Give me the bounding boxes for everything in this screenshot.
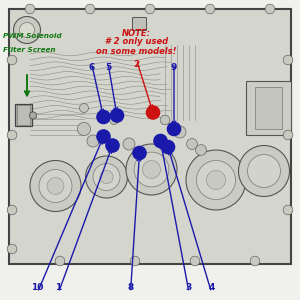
Circle shape — [196, 160, 236, 200]
Circle shape — [283, 130, 293, 140]
Text: 6: 6 — [88, 63, 94, 72]
Circle shape — [80, 103, 88, 112]
Circle shape — [123, 138, 135, 150]
Circle shape — [134, 152, 169, 187]
Circle shape — [250, 256, 260, 266]
Circle shape — [174, 126, 186, 138]
Text: on some models!: on some models! — [96, 46, 177, 56]
Text: PWM Solenoid: PWM Solenoid — [3, 32, 61, 38]
Text: Filter Screen: Filter Screen — [3, 47, 56, 53]
Text: 10: 10 — [31, 284, 44, 292]
FancyBboxPatch shape — [132, 16, 146, 30]
Circle shape — [97, 110, 110, 124]
Circle shape — [110, 109, 124, 122]
Circle shape — [97, 130, 110, 143]
FancyBboxPatch shape — [15, 103, 31, 126]
FancyBboxPatch shape — [16, 105, 30, 124]
Text: 5: 5 — [105, 63, 111, 72]
Text: NOTE:: NOTE: — [122, 28, 151, 38]
FancyBboxPatch shape — [9, 9, 291, 264]
Text: 1: 1 — [56, 284, 62, 292]
Circle shape — [87, 135, 99, 147]
Circle shape — [283, 55, 293, 65]
Circle shape — [7, 55, 17, 65]
Circle shape — [154, 134, 167, 148]
Text: 8: 8 — [128, 284, 134, 292]
Circle shape — [238, 146, 290, 196]
Circle shape — [205, 4, 215, 14]
Circle shape — [77, 122, 91, 136]
Circle shape — [160, 115, 170, 125]
Circle shape — [110, 116, 118, 124]
Circle shape — [146, 106, 160, 119]
Circle shape — [145, 4, 155, 14]
Circle shape — [25, 4, 35, 14]
Circle shape — [20, 22, 34, 38]
Circle shape — [85, 4, 95, 14]
FancyBboxPatch shape — [246, 81, 291, 135]
Circle shape — [196, 145, 206, 155]
Circle shape — [126, 144, 177, 195]
Text: 2: 2 — [134, 60, 140, 69]
Circle shape — [7, 205, 17, 215]
Circle shape — [7, 244, 17, 254]
Circle shape — [39, 169, 72, 202]
Circle shape — [85, 156, 128, 198]
Circle shape — [55, 256, 65, 266]
Circle shape — [106, 139, 119, 152]
Circle shape — [30, 160, 81, 211]
FancyBboxPatch shape — [255, 87, 282, 129]
Circle shape — [130, 256, 140, 266]
Circle shape — [283, 205, 293, 215]
Circle shape — [265, 4, 275, 14]
Circle shape — [29, 112, 37, 119]
Text: 3: 3 — [186, 284, 192, 292]
Circle shape — [161, 140, 175, 154]
Circle shape — [186, 150, 246, 210]
Text: # 2 only used: # 2 only used — [105, 38, 168, 46]
Circle shape — [248, 154, 280, 188]
Circle shape — [47, 178, 64, 194]
Text: 9: 9 — [171, 63, 177, 72]
Circle shape — [206, 170, 226, 190]
Circle shape — [190, 256, 200, 266]
Circle shape — [100, 170, 113, 184]
Circle shape — [142, 160, 160, 178]
Circle shape — [187, 139, 197, 149]
Circle shape — [167, 122, 181, 136]
Circle shape — [133, 146, 146, 160]
Text: 4: 4 — [208, 284, 215, 292]
Circle shape — [93, 164, 120, 190]
Circle shape — [14, 16, 40, 44]
Circle shape — [7, 130, 17, 140]
